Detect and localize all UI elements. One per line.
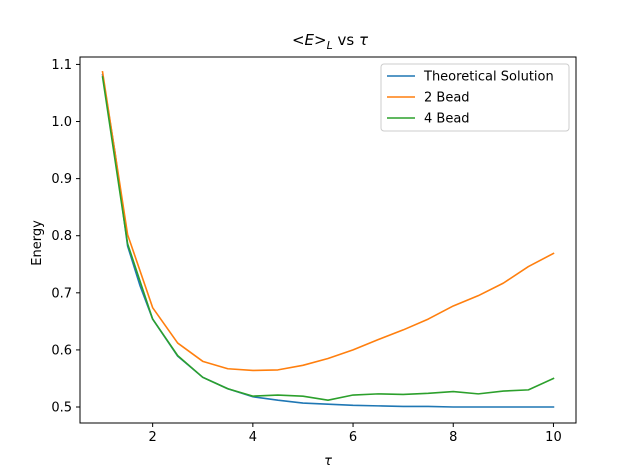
legend-label-2-bead: 2 Bead bbox=[424, 91, 470, 106]
y-axis-label: Energy bbox=[30, 220, 45, 266]
plot-area bbox=[79, 56, 577, 424]
y-tick-label: 0.6 bbox=[51, 343, 72, 358]
series-line-2-bead bbox=[101, 70, 555, 372]
y-tick-label: 0.7 bbox=[51, 286, 72, 301]
x-tick-label: 8 bbox=[449, 430, 457, 445]
legend-box bbox=[380, 63, 570, 132]
axes-frame bbox=[79, 56, 577, 424]
x-tick-label: 6 bbox=[349, 430, 357, 445]
x-tick-label: 4 bbox=[249, 430, 257, 445]
series-line-theoretical-solution bbox=[101, 73, 555, 408]
legend-label-theoretical-solution: Theoretical Solution bbox=[423, 70, 554, 85]
x-axis-ticks: 2 4 6 8 10 bbox=[149, 423, 562, 445]
series-line-4-bead bbox=[101, 76, 555, 401]
y-tick-label: 1.0 bbox=[51, 115, 72, 130]
y-tick-label: 0.9 bbox=[51, 172, 72, 187]
chart-title: <E>L vs τ bbox=[292, 31, 369, 52]
legend: Theoretical Solution 2 Bead 4 Bead bbox=[380, 63, 570, 132]
y-tick-label: 1.1 bbox=[51, 58, 72, 73]
x-tick-label: 10 bbox=[545, 430, 562, 445]
y-axis-ticks: 0.5 0.6 0.7 0.8 0.9 1.0 1.1 bbox=[51, 58, 80, 416]
y-tick-label: 0.5 bbox=[51, 401, 72, 416]
x-tick-label: 2 bbox=[149, 430, 157, 445]
legend-label-4-bead: 4 Bead bbox=[424, 112, 470, 127]
x-axis-label: τ bbox=[324, 454, 332, 469]
y-tick-label: 0.8 bbox=[51, 229, 72, 244]
